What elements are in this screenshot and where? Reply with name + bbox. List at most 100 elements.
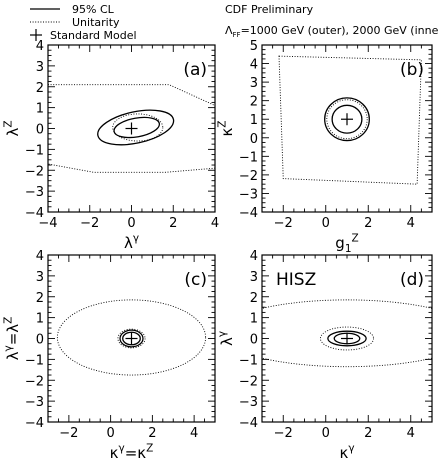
x-tick-label: 2	[364, 216, 372, 231]
y-axis-label: κZ	[217, 120, 236, 136]
cl95-outer-contour	[97, 109, 175, 146]
y-tick-label: 1	[250, 113, 258, 128]
x-tick-label: 0	[127, 216, 135, 231]
x-tick-label: 2	[148, 426, 156, 441]
y-tick-label: −1	[25, 353, 44, 368]
plot-area	[56, 299, 207, 376]
y-tick-label: −3	[25, 185, 44, 200]
cl95-outer-contour	[324, 97, 370, 142]
y-tick-label: 4	[36, 39, 44, 54]
standard-model-point	[125, 332, 138, 345]
y-tick-label: −2	[25, 164, 44, 179]
y-tick-label: 5	[250, 39, 258, 54]
y-tick-label: 2	[250, 95, 258, 110]
y-tick-label: 3	[36, 60, 44, 75]
y-tick-label: −4	[239, 206, 258, 221]
plot-area	[262, 299, 432, 368]
chart-panel-b: −2 0 2 4 −4 −3 −2 −1 0 1 2 3 4 5 g1Z κZ (b)	[217, 39, 433, 256]
y-tick-label: 1	[250, 312, 258, 327]
cl95-inner-contour	[122, 331, 141, 346]
y-tick-label: 2	[36, 81, 44, 96]
x-axis-label: κγ	[339, 443, 354, 462]
x-tick-label: 2	[169, 216, 177, 231]
y-tick-label: 1	[36, 102, 44, 117]
cl95-inner-contour	[331, 104, 363, 134]
x-tick-label: −2	[274, 426, 293, 441]
x-axis-label: κγ=κZ	[110, 443, 154, 462]
unitarity-inner-contour	[117, 328, 146, 349]
y-tick-label: −1	[239, 150, 258, 165]
y-axis-label: λZ	[3, 120, 22, 136]
y-tick-label: 1	[36, 312, 44, 327]
y-tick-label: −2	[239, 374, 258, 389]
chart-panel-a: −4 −2 0 2 4 −4 −3 −2 −1 0 1 2 3 4 λγ λZ (a)	[3, 39, 219, 252]
y-tick-label: −2	[25, 374, 44, 389]
y-tick-label: −3	[25, 395, 44, 410]
panel-label: (b)	[400, 60, 424, 80]
y-tick-label: −4	[25, 416, 44, 431]
x-axis-label: g1Z	[335, 233, 358, 256]
legend-cross-label: Standard Model	[50, 29, 137, 42]
cl95-inner-contour	[113, 116, 161, 139]
legend-dotted-label: Unitarity	[72, 16, 120, 29]
standard-model-point	[341, 332, 353, 345]
chart-panel-d: −2 0 2 4 −4 −3 −2 −1 0 1 2 3 4 κγ λγ (d) HISZ	[217, 249, 433, 462]
panel-label: (a)	[183, 60, 207, 80]
standard-model-point	[125, 122, 138, 135]
x-tick-label: −2	[80, 216, 99, 231]
y-tick-label: 0	[250, 132, 258, 147]
y-tick-label: 4	[36, 249, 44, 264]
y-axis-label: λγ=λZ	[3, 317, 22, 361]
panel-label: (d)	[400, 270, 424, 290]
header-line1: CDF Preliminary	[225, 3, 314, 16]
header-lambda-sub: FF	[233, 31, 241, 39]
x-tick-label: 0	[106, 426, 114, 441]
y-tick-label: 2	[250, 291, 258, 306]
x-tick-label: −2	[274, 216, 293, 231]
x-tick-label: 4	[190, 426, 198, 441]
y-tick-label: −1	[25, 143, 44, 158]
x-tick-label: −2	[59, 426, 78, 441]
unitarity-inner-contour	[326, 99, 368, 140]
x-tick-label: 0	[322, 216, 330, 231]
y-tick-label: 4	[250, 249, 258, 264]
legend-cross-icon	[30, 29, 42, 41]
cl95-outer-contour	[327, 330, 367, 347]
panel-label: (c)	[184, 270, 207, 290]
plot-area	[278, 55, 422, 185]
panel-annotation: HISZ	[276, 270, 316, 290]
header-line2: ΛFF=1000 GeV (outer), 2000 GeV (inner)	[225, 24, 438, 39]
x-tick-label: −4	[38, 216, 57, 231]
x-axis-label: λγ	[124, 233, 139, 252]
legend-solid-label: 95% CL	[72, 3, 115, 16]
y-tick-label: 3	[250, 270, 258, 285]
y-tick-label: 3	[250, 76, 258, 91]
y-tick-label: −2	[239, 169, 258, 184]
y-tick-label: −3	[239, 395, 258, 410]
y-tick-label: 2	[36, 291, 44, 306]
standard-model-point	[341, 113, 353, 126]
x-tick-label: 4	[407, 216, 415, 231]
x-tick-label: 0	[322, 426, 330, 441]
y-tick-label: 3	[36, 270, 44, 285]
y-tick-label: −3	[239, 187, 258, 202]
y-tick-label: −4	[25, 206, 44, 221]
x-tick-label: 2	[364, 426, 372, 441]
header-lambda: Λ	[225, 24, 233, 37]
legend: 95% CL Unitarity Standard Model	[30, 3, 137, 42]
y-axis-label: λγ	[217, 331, 236, 346]
x-tick-label: 4	[211, 216, 219, 231]
header-rest: =1000 GeV (outer), 2000 GeV (inner)	[241, 24, 438, 37]
y-tick-label: 4	[250, 58, 258, 73]
plot-area	[48, 84, 215, 173]
cl95-outer-contour	[119, 329, 144, 348]
chart-panel-c: −2 0 2 4 −4 −3 −2 −1 0 1 2 3 4 κγ=κZ λγ=λZ (c)	[3, 249, 216, 462]
y-tick-label: 0	[36, 123, 44, 138]
unitarity-outer-contour	[56, 299, 207, 376]
y-tick-label: 0	[250, 333, 258, 348]
unitarity-inner-contour	[112, 113, 164, 142]
y-tick-label: −1	[239, 353, 258, 368]
x-tick-label: 4	[407, 426, 415, 441]
y-tick-label: −4	[239, 416, 258, 431]
